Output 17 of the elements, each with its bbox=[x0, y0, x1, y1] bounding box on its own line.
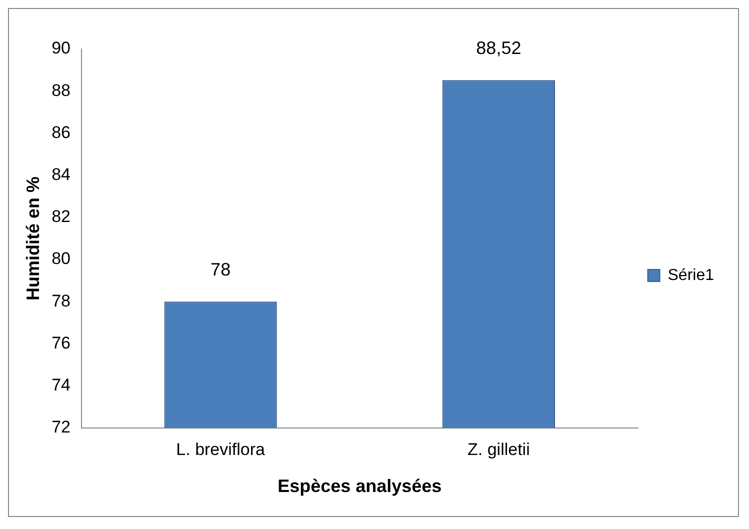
y-tick-label: 76 bbox=[52, 333, 71, 352]
x-axis-title: Espèces analysées bbox=[278, 476, 442, 496]
y-tick-label: 80 bbox=[52, 249, 71, 268]
x-tick-label: L. breviflora bbox=[176, 440, 266, 459]
data-label: 78 bbox=[210, 260, 231, 280]
x-tick-label: Z. gilletii bbox=[468, 440, 530, 459]
y-tick-label: 84 bbox=[52, 165, 71, 184]
y-tick-label: 78 bbox=[52, 291, 71, 310]
legend-label: Série1 bbox=[668, 266, 714, 284]
y-tick-label: 86 bbox=[52, 122, 71, 142]
y-tick-label: 82 bbox=[52, 207, 71, 226]
y-tick-label: 74 bbox=[52, 376, 71, 395]
data-label: 88,52 bbox=[476, 38, 522, 58]
y-tick-label: 72 bbox=[52, 418, 71, 437]
y-tick-label: 90 bbox=[52, 38, 71, 58]
y-axis-title: Humidité en % bbox=[22, 176, 43, 301]
y-tick-label: 88 bbox=[52, 80, 71, 100]
